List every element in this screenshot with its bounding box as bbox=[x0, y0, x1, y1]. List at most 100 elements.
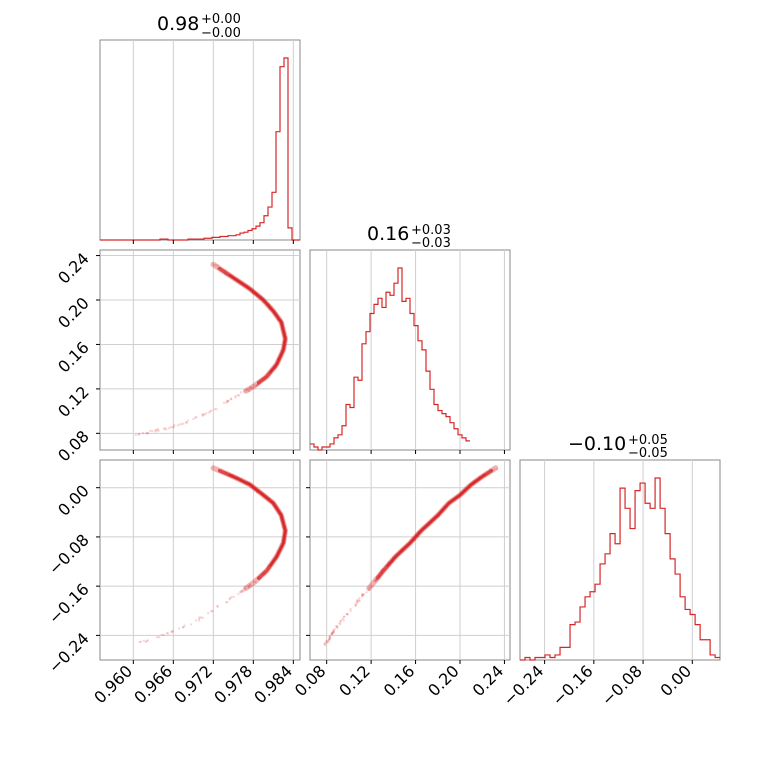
sample-point bbox=[342, 619, 345, 622]
sample-point bbox=[247, 586, 251, 589]
sample-point bbox=[342, 615, 345, 618]
sample-point bbox=[144, 640, 148, 644]
contour-3 bbox=[228, 274, 287, 374]
sample-point bbox=[247, 585, 250, 588]
sample-point bbox=[213, 408, 217, 411]
sample-point bbox=[146, 431, 150, 435]
sample-point bbox=[334, 625, 338, 628]
sample-point bbox=[361, 594, 364, 598]
sample-point bbox=[247, 585, 251, 588]
sample-point bbox=[365, 590, 368, 594]
sample-point bbox=[327, 638, 331, 641]
sample-point bbox=[238, 590, 242, 594]
sample-point bbox=[157, 635, 161, 639]
sample-point bbox=[154, 430, 157, 433]
sample-point bbox=[230, 595, 233, 599]
sample-point bbox=[146, 639, 150, 642]
xtick-label: 0.08 bbox=[291, 661, 330, 700]
sample-point bbox=[155, 429, 159, 432]
sample-point bbox=[345, 612, 348, 616]
sample-point bbox=[251, 386, 254, 389]
title-param-2: 0.16 +0.03 −0.03 bbox=[367, 223, 451, 251]
sample-point bbox=[182, 422, 185, 425]
title-1-plus: +0.00 bbox=[201, 12, 241, 27]
sample-point bbox=[242, 590, 246, 593]
sample-point bbox=[355, 600, 358, 604]
sample-point bbox=[156, 635, 159, 639]
xtick-label: 0.00 bbox=[657, 661, 696, 700]
sample-point bbox=[243, 587, 247, 590]
sample-point bbox=[341, 617, 344, 621]
sample-point bbox=[210, 609, 213, 613]
sample-point bbox=[186, 419, 190, 422]
xtick-label: 0.16 bbox=[380, 661, 419, 700]
sample-point bbox=[245, 388, 248, 392]
sample-point bbox=[197, 617, 201, 620]
sample-point bbox=[185, 421, 189, 424]
ytick-label: 0.16 bbox=[54, 338, 93, 377]
sample-point bbox=[361, 593, 365, 597]
sample-point bbox=[349, 607, 352, 611]
sample-point bbox=[170, 630, 173, 633]
sample-point bbox=[134, 433, 138, 437]
sample-point bbox=[145, 431, 148, 435]
sample-point bbox=[210, 409, 213, 412]
sample-point bbox=[333, 627, 336, 631]
sample-point bbox=[328, 637, 332, 641]
panel-2-0 bbox=[99, 459, 301, 661]
sample-point bbox=[253, 385, 256, 389]
xtick-label: 0.978 bbox=[210, 661, 256, 707]
sample-point bbox=[332, 629, 335, 633]
ytick-label: 0.24 bbox=[54, 249, 93, 288]
sample-point bbox=[328, 637, 331, 640]
sample-point bbox=[178, 423, 182, 426]
sample-point bbox=[201, 413, 204, 416]
sample-point bbox=[367, 587, 371, 590]
sample-point bbox=[156, 427, 160, 431]
sample-point bbox=[239, 391, 243, 394]
sample-point bbox=[169, 425, 173, 429]
sample-point bbox=[201, 414, 204, 417]
sample-point bbox=[137, 433, 141, 436]
sample-point bbox=[224, 401, 228, 405]
sample-point bbox=[250, 386, 253, 389]
sample-point bbox=[162, 633, 165, 637]
panel-2-1 bbox=[309, 459, 511, 661]
sample-point bbox=[192, 417, 195, 421]
sample-point bbox=[356, 601, 359, 605]
sample-point bbox=[358, 596, 361, 600]
sample-point bbox=[142, 639, 146, 643]
sample-point bbox=[336, 625, 339, 628]
xtick-label: 0.972 bbox=[170, 661, 216, 707]
sample-point bbox=[226, 399, 229, 403]
sample-point bbox=[167, 427, 171, 430]
sample-point bbox=[249, 385, 252, 389]
sample-point bbox=[361, 592, 364, 596]
sample-point bbox=[373, 580, 377, 583]
sample-point bbox=[323, 643, 327, 647]
sample-point bbox=[226, 400, 229, 403]
sample-point bbox=[355, 598, 359, 602]
sample-point bbox=[209, 410, 212, 413]
sample-point bbox=[328, 635, 332, 638]
sample-point bbox=[229, 397, 233, 400]
xtick-label: −0.08 bbox=[598, 661, 646, 709]
sample-point bbox=[226, 400, 229, 403]
title-1-median: 0.98 bbox=[157, 13, 199, 35]
sample-point bbox=[207, 611, 210, 615]
xtick-label: −0.24 bbox=[499, 661, 547, 709]
sample-point bbox=[326, 641, 329, 644]
sample-point bbox=[215, 408, 218, 411]
sample-point bbox=[332, 629, 335, 632]
sample-point bbox=[370, 584, 373, 587]
sample-point bbox=[146, 432, 149, 435]
sample-point bbox=[180, 422, 184, 426]
sample-point bbox=[216, 605, 219, 608]
panel-1-0 bbox=[99, 249, 301, 451]
sample-point bbox=[241, 589, 244, 592]
sample-point bbox=[245, 388, 249, 392]
sample-point bbox=[222, 401, 226, 404]
sample-point bbox=[139, 640, 143, 643]
sample-point bbox=[160, 633, 163, 636]
sample-point bbox=[354, 603, 358, 606]
